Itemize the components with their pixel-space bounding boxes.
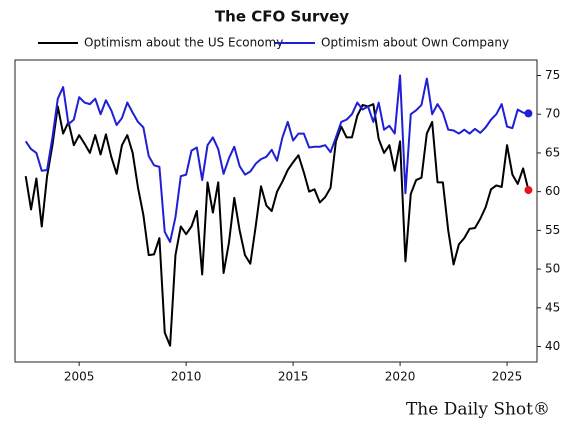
y-tick-label: 75 [545, 68, 560, 82]
series-line [24, 103, 530, 347]
series-line [24, 74, 529, 243]
x-tick-label: 2010 [171, 370, 202, 384]
y-tick-label: 40 [545, 339, 560, 353]
y-tick-label: 50 [545, 262, 560, 276]
y-tick-label: 60 [545, 184, 560, 198]
y-tick-label: 55 [545, 223, 560, 237]
y-tick-label: 65 [545, 145, 560, 159]
y-tick-label: 45 [545, 300, 560, 314]
x-tick-label: 2020 [385, 370, 416, 384]
plot-frame [14, 59, 538, 363]
x-tick-label: 2025 [492, 370, 523, 384]
end-marker [524, 186, 533, 195]
end-marker [524, 109, 533, 118]
chart-title: The CFO Survey [215, 8, 349, 26]
source: The Daily Shot® [406, 400, 550, 420]
legend-label: Optimism about Own Company [321, 36, 509, 50]
legend-label: Optimism about the US Economy [84, 36, 283, 50]
y-tick-label: 70 [545, 107, 560, 121]
x-tick-label: 2015 [278, 370, 309, 384]
x-tick-label: 2005 [64, 370, 95, 384]
